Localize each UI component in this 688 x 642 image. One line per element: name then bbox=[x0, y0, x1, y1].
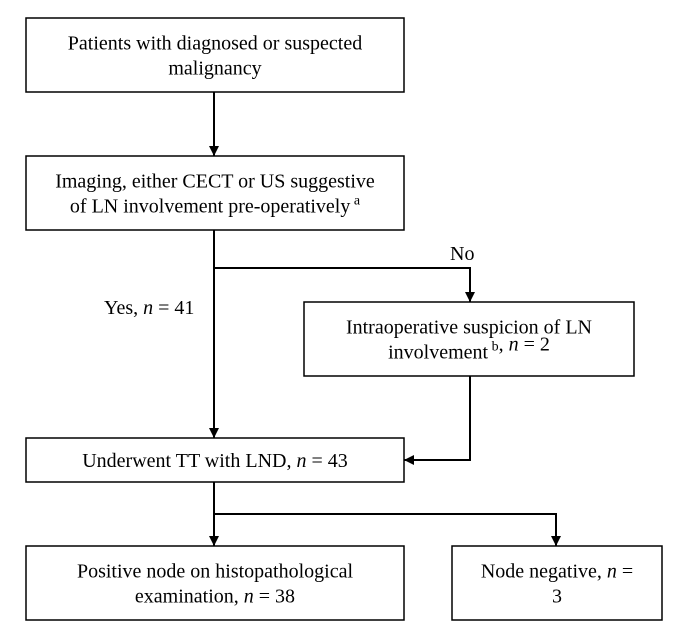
flow-node-n2: Imaging, either CECT or US suggestiveof … bbox=[26, 156, 404, 230]
flow-node-box bbox=[26, 156, 404, 230]
flow-node-text: Patients with diagnosed or suspected bbox=[68, 33, 362, 55]
flow-node-text: Imaging, either CECT or US suggestive bbox=[55, 171, 375, 193]
flow-node-text: Node negative, n = bbox=[481, 561, 633, 583]
flow-node-box bbox=[26, 546, 404, 620]
flow-node-text: 3 bbox=[552, 586, 562, 608]
flow-node-box bbox=[26, 18, 404, 92]
flow-edge bbox=[404, 376, 470, 460]
flow-node-box bbox=[304, 302, 634, 376]
flow-node-n4: Underwent TT with LND, n = 43 bbox=[26, 438, 404, 482]
flow-node-text: of LN involvement pre-operatively a bbox=[70, 194, 361, 218]
flow-node-text: Underwent TT with LND, n = 43 bbox=[82, 450, 348, 472]
flow-node-text: Intraoperative suspicion of LN bbox=[346, 317, 592, 339]
flow-node-box bbox=[452, 546, 662, 620]
flow-edge bbox=[214, 268, 470, 302]
flow-node-n5: Positive node on histopathological examin… bbox=[26, 546, 404, 620]
flow-node-text: Positive node on histopathological bbox=[77, 561, 354, 583]
flow-edge bbox=[214, 514, 556, 546]
edge-label: Yes, n = 41 bbox=[104, 297, 194, 319]
edge-label: No bbox=[450, 243, 474, 265]
flow-node-n1: Patients with diagnosed or suspected mali… bbox=[26, 18, 404, 92]
flow-node-text: examination, n = 38 bbox=[135, 586, 295, 608]
flow-node-text: malignancy bbox=[168, 58, 261, 80]
flow-node-n6: Node negative, n = 3 bbox=[452, 546, 662, 620]
flow-node-n3: Intraoperative suspicion of LNinvolvemen… bbox=[304, 302, 634, 376]
